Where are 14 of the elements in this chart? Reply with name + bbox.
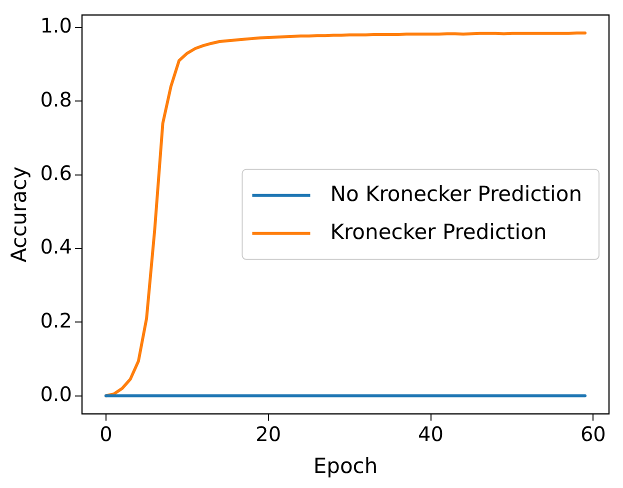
y-tick-label: 0.2 [40, 308, 72, 332]
y-tick-label: 0.4 [40, 234, 72, 259]
legend-label: Kronecker Prediction [330, 220, 547, 244]
y-axis-title: Accuracy [7, 166, 32, 262]
x-tick-label: 60 [580, 422, 606, 446]
x-tick-label: 20 [256, 422, 282, 446]
x-tick-label: 0 [100, 422, 112, 446]
legend-label: No Kronecker Prediction [330, 182, 582, 206]
x-tick-label: 40 [418, 422, 444, 446]
y-tick-label: 0.8 [40, 87, 72, 112]
x-axis-title: Epoch [313, 454, 378, 478]
y-tick-label: 0.6 [40, 161, 72, 186]
y-tick-label: 1.0 [40, 14, 72, 38]
y-tick-label: 0.0 [40, 382, 72, 406]
